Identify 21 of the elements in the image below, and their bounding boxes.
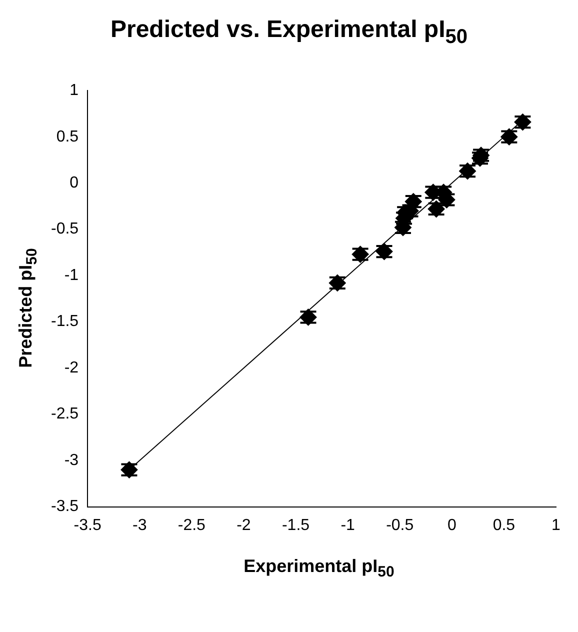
- x-tick-label: -3: [132, 516, 147, 534]
- x-tick-label: -2: [236, 516, 251, 534]
- y-tick-label: -2: [64, 359, 79, 376]
- x-tick-label: -0.5: [386, 516, 414, 534]
- y-tick-label: -2.5: [50, 406, 79, 423]
- x-tick-label: 1: [552, 516, 561, 534]
- y-tick-label: -1.5: [50, 313, 79, 330]
- y-tick-label: -3: [64, 452, 79, 469]
- y-tick-label: 0: [70, 174, 79, 192]
- chart-title: Predicted vs. Experimental pI$_{50}$: [109, 15, 469, 50]
- x-tick-label: -2.5: [178, 516, 206, 534]
- y-tick-label: -0.5: [50, 220, 79, 238]
- x-axis-title: Experimental pI$_{50}$: [242, 556, 396, 581]
- x-tick-label: 0: [447, 516, 456, 534]
- x-tick-label: 0.5: [492, 516, 516, 534]
- y-tick-label: 0.5: [56, 128, 79, 146]
- y-tick-label: -1: [64, 266, 79, 284]
- y-tick-label: -3.5: [50, 498, 79, 516]
- y-tick-label: 1: [70, 82, 79, 100]
- x-tick-label: -1.5: [282, 516, 310, 534]
- x-tick-label: -1: [340, 516, 356, 534]
